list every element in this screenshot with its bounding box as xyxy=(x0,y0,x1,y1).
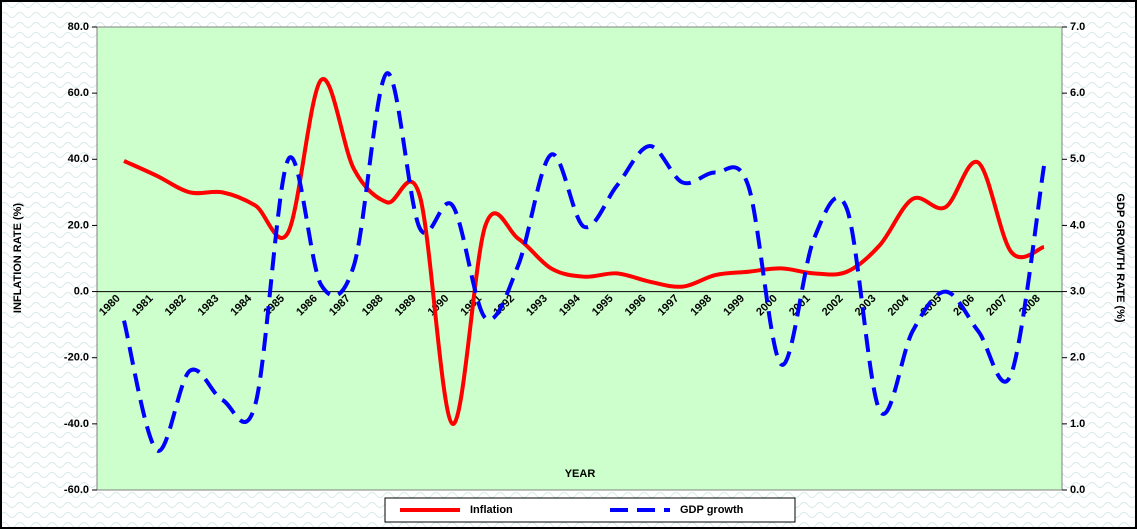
y2-tick-label: 7.0 xyxy=(1070,21,1085,33)
y-tick-label: 80.0 xyxy=(68,21,89,33)
y-tick-label: 20.0 xyxy=(68,219,89,231)
y-tick-label: 0.0 xyxy=(74,285,89,297)
y2-tick-label: 0.0 xyxy=(1070,484,1085,496)
legend-label: Inflation xyxy=(470,504,513,516)
y-tick-label: -20.0 xyxy=(64,352,89,364)
series-line xyxy=(123,77,1045,426)
y2-tick-label: 4.0 xyxy=(1070,219,1085,231)
y2-tick-label: 2.0 xyxy=(1070,352,1085,364)
y2-tick-label: 1.0 xyxy=(1070,418,1085,430)
y2-tick-label: 6.0 xyxy=(1070,87,1085,99)
y-tick-label: 60.0 xyxy=(68,87,89,99)
y-tick-label: -40.0 xyxy=(64,418,89,430)
plot-area xyxy=(96,26,1063,491)
y-tick-label: -60.0 xyxy=(64,484,89,496)
y-tick-label: 40.0 xyxy=(68,153,89,165)
y2-tick-label: 5.0 xyxy=(1070,153,1085,165)
y-axis-label: INFLATION RATE (%) xyxy=(12,203,24,314)
y2-axis-label: GDP GROWTH RATE (%) xyxy=(1114,193,1126,322)
legend-label: GDP growth xyxy=(680,504,744,516)
y2-tick-label: 3.0 xyxy=(1070,285,1085,297)
series-line xyxy=(122,71,1046,453)
x-axis-label: YEAR xyxy=(565,468,596,480)
